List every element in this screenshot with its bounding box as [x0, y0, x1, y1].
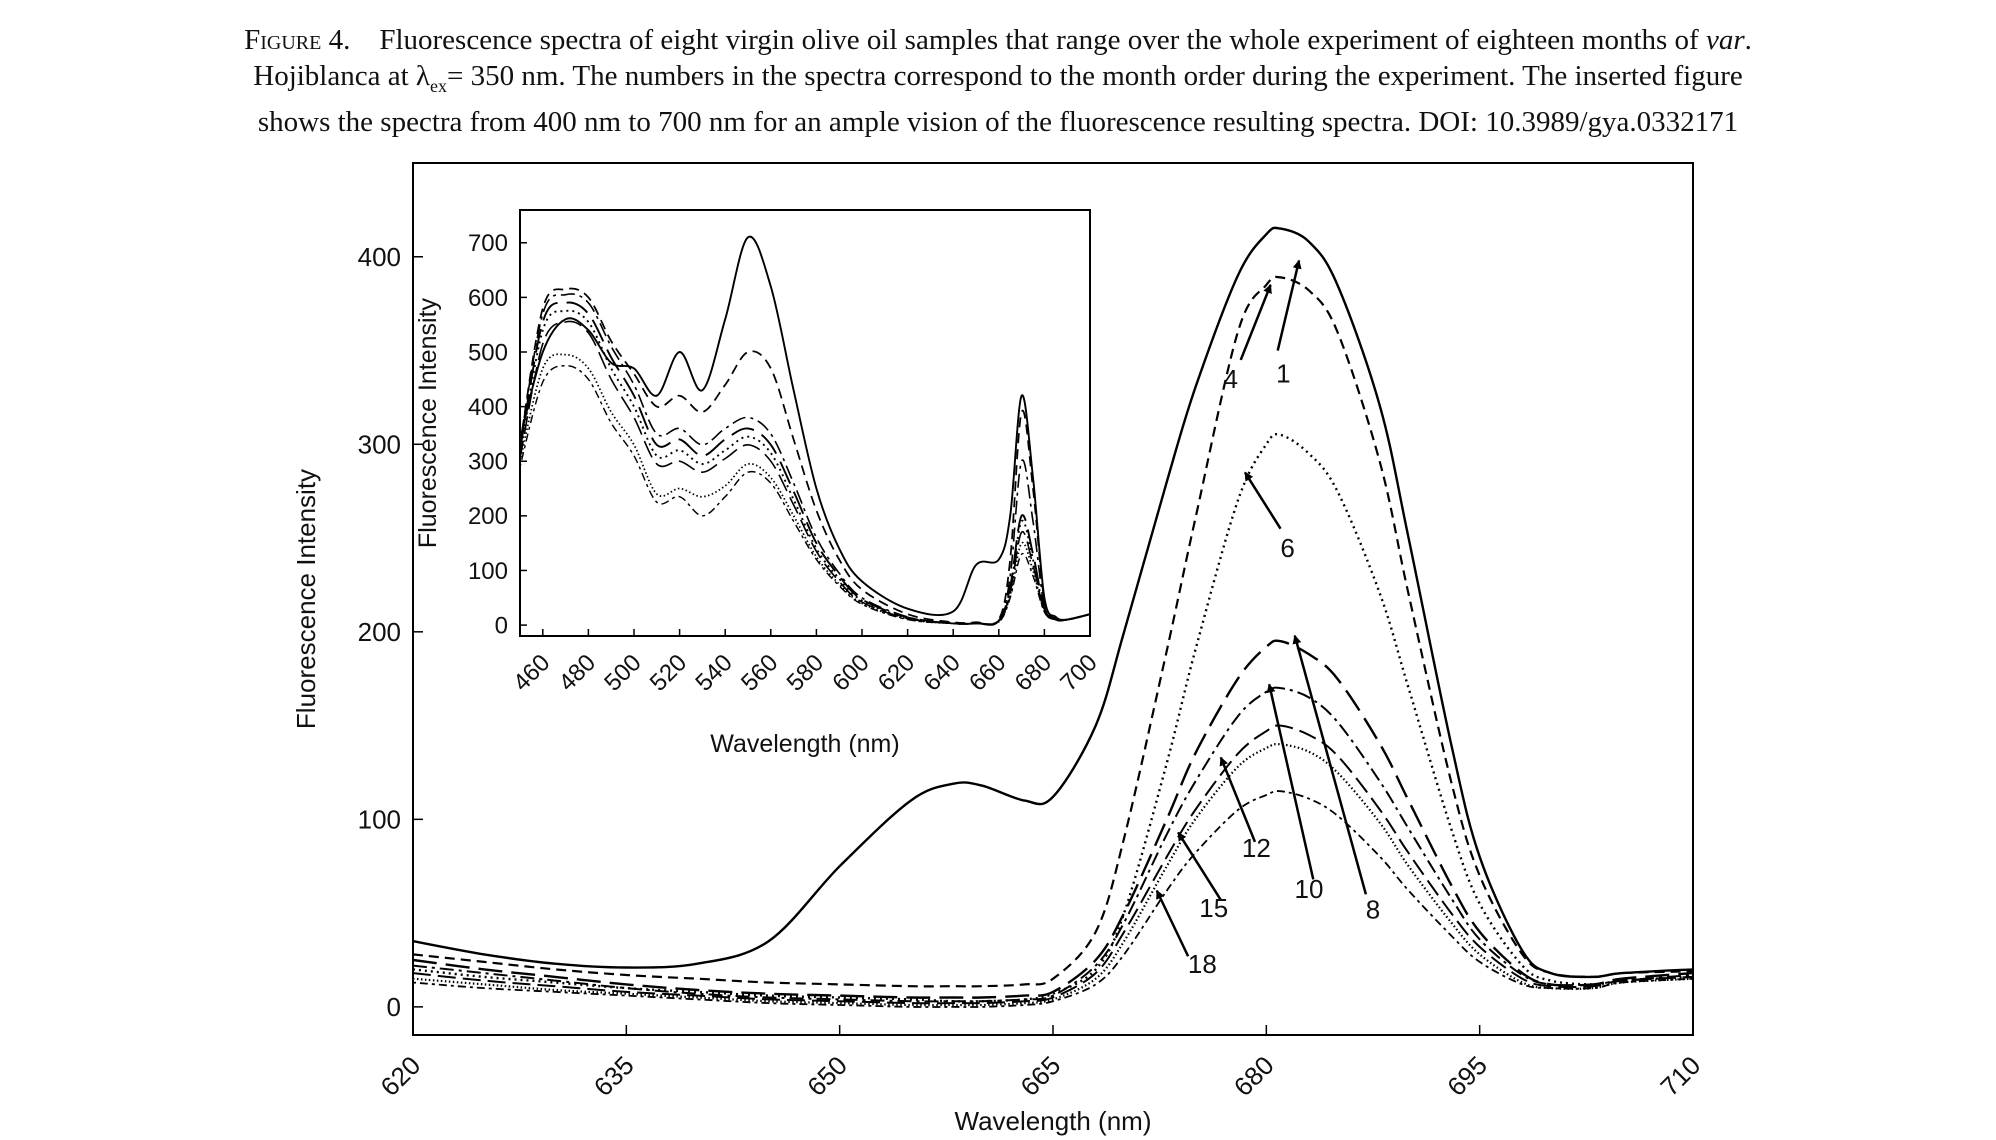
- inset-x-tick-label: 640: [918, 649, 965, 696]
- inset-x-tick-label: 700: [1055, 649, 1102, 696]
- inset-x-tick-label: 500: [599, 649, 646, 696]
- annotation-arrow-month-1: [1276, 259, 1302, 351]
- main-x-tick-label: 665: [1014, 1050, 1066, 1102]
- caption-line-2a: Hojiblanca at λ: [253, 60, 430, 92]
- caption-subscript: ex: [429, 75, 447, 96]
- main-y-tick-label: 200: [358, 617, 401, 647]
- main-x-tick-label: 695: [1441, 1050, 1493, 1102]
- main-y-tick-label: 100: [358, 804, 401, 834]
- annotation-arrow-month-8: [1292, 634, 1368, 895]
- inset-x-tick-label: 560: [736, 649, 783, 696]
- annotation-arrow-month-15: [1177, 831, 1222, 901]
- figure-label: Figure 4.: [244, 24, 351, 56]
- annotation-label-month-18: 18: [1188, 949, 1217, 979]
- annotation-arrow-month-12: [1219, 756, 1257, 843]
- inset-x-tick-label: 600: [827, 649, 874, 696]
- annotation-label-month-4: 4: [1224, 364, 1238, 394]
- annotation-label-month-1: 1: [1276, 358, 1290, 388]
- inset-y-tick-label: 300: [468, 449, 508, 476]
- main-x-tick-label: 635: [588, 1050, 640, 1102]
- main-x-tick-label: 650: [801, 1050, 853, 1102]
- inset-x-axis-title: Wavelength (nm): [710, 730, 899, 758]
- main-series-line-month-8: [413, 639, 1693, 999]
- inset-y-tick-label: 500: [468, 339, 508, 366]
- main-x-axis-title: Wavelength (nm): [955, 1106, 1152, 1136]
- inset-series-line-month-8: [520, 301, 1090, 626]
- inset-x-tick-label: 520: [645, 649, 692, 696]
- caption-line-3: shows the spectra from 400 nm to 700 nm …: [257, 105, 1739, 138]
- inset-series-line-month-18: [520, 364, 1090, 625]
- main-y-tick-label: 400: [358, 242, 401, 272]
- caption-line-1-end: .: [1744, 24, 1752, 56]
- annotation-arrow-month-4: [1239, 284, 1272, 361]
- annotation-label-month-10: 10: [1295, 874, 1324, 904]
- main-series-line-month-1: [413, 226, 1693, 979]
- main-series-line-month-6: [413, 433, 1693, 1003]
- main-x-tick-label: 620: [374, 1050, 426, 1102]
- inset-series-line-month-15: [520, 353, 1090, 626]
- main-series-line-month-12: [413, 724, 1693, 1005]
- inset-x-tick-label: 460: [508, 649, 555, 696]
- caption-line-2: Hojiblanca at λex= 350 nm. The numbers i…: [0, 58, 1996, 104]
- main-y-axis-title: Fluorescence Intensity: [291, 469, 321, 729]
- inset-x-tick-label: 620: [873, 649, 920, 696]
- annotation-label-month-8: 8: [1366, 895, 1380, 925]
- inset-y-tick-label: 700: [468, 230, 508, 257]
- annotation-label-month-15: 15: [1199, 893, 1228, 923]
- caption-line-1: Figure 4. Fluorescence spectra of eight …: [0, 22, 1996, 58]
- annotation-label-month-12: 12: [1242, 833, 1271, 863]
- main-series-line-month-15: [413, 743, 1693, 1007]
- inset-x-tick-label: 540: [690, 649, 737, 696]
- inset-x-tick-label: 480: [554, 649, 601, 696]
- main-series-line-month-18: [413, 790, 1693, 1008]
- annotation-arrow-month-6: [1243, 471, 1282, 530]
- figure-caption: Figure 4. Fluorescence spectra of eight …: [0, 22, 1996, 140]
- main-x-tick-label: 710: [1654, 1050, 1706, 1102]
- caption-italic-var: var: [1705, 24, 1745, 56]
- inset-y-axis-title: Fluorescence Intensity: [414, 297, 442, 548]
- main-series-line-month-10: [413, 686, 1693, 1003]
- inset-y-tick-label: 200: [468, 503, 508, 530]
- main-y-tick-label: 300: [358, 429, 401, 459]
- main-y-tick-label: 0: [387, 992, 401, 1022]
- inset-y-tick-label: 600: [468, 285, 508, 312]
- inset-x-tick-label: 660: [964, 649, 1011, 696]
- main-series-line-month-4: [413, 275, 1693, 988]
- caption-line-2b: = 350 nm. The numbers in the spectra cor…: [446, 60, 1743, 92]
- inset-y-tick-label: 0: [495, 612, 508, 639]
- inset-plot: 0100200300400500600700460480500520540560…: [414, 209, 1103, 758]
- inset-plot-frame: [519, 209, 1091, 637]
- inset-x-tick-label: 680: [1010, 649, 1057, 696]
- inset-series-line-month-10: [520, 309, 1090, 626]
- inset-series-line-month-12: [520, 320, 1090, 625]
- annotation-arrow-month-10: [1266, 683, 1315, 880]
- annotation-arrow-month-18: [1155, 889, 1190, 957]
- annotation-label-month-6: 6: [1280, 533, 1294, 563]
- inset-x-tick-label: 580: [782, 649, 829, 696]
- inset-y-tick-label: 400: [468, 394, 508, 421]
- inset-y-tick-label: 100: [468, 558, 508, 585]
- caption-line-1-text: Fluorescence spectra of eight virgin oli…: [379, 24, 1699, 56]
- main-x-tick-label: 680: [1228, 1050, 1280, 1102]
